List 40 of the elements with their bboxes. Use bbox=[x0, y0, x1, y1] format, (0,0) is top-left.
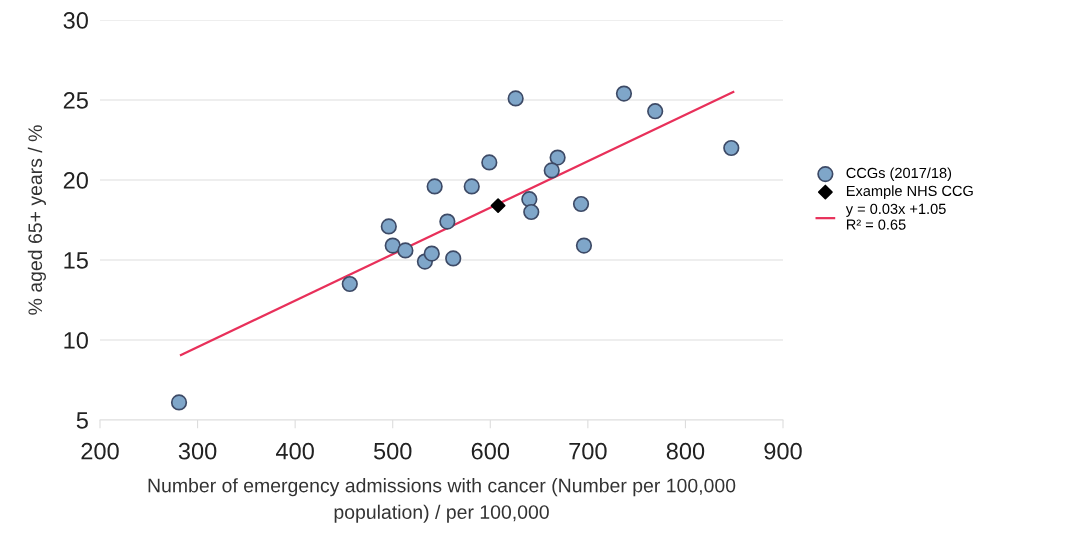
point bbox=[549, 149, 566, 166]
point bbox=[572, 195, 590, 213]
y-tick-label: 15 bbox=[64, 252, 88, 269]
y-tick-label: 10 bbox=[64, 332, 88, 349]
x-tick-label: 300 bbox=[178, 442, 217, 460]
x-tick-label: 500 bbox=[373, 442, 412, 460]
point bbox=[426, 178, 443, 195]
y-tick-label: 20 bbox=[63, 172, 88, 189]
point bbox=[507, 90, 524, 107]
point bbox=[423, 245, 440, 262]
point bbox=[575, 237, 593, 254]
point bbox=[481, 154, 498, 171]
point bbox=[523, 203, 540, 221]
legend-label: CCGs (2017/18) bbox=[846, 167, 952, 181]
x-axis-title: Number of emergency admissions with cancer (Number per 100,000 population) / per 100,000 bbox=[148, 478, 736, 523]
point bbox=[439, 213, 456, 230]
point bbox=[463, 178, 480, 195]
point bbox=[445, 250, 462, 267]
y-tick-label: 5 bbox=[76, 412, 88, 429]
legend-label: y = 0.03x +1.05 R² = 0.65 bbox=[845, 203, 946, 230]
point bbox=[397, 242, 414, 259]
legend-label: Example NHS CCG bbox=[846, 185, 973, 199]
point bbox=[723, 139, 740, 157]
x-tick-label: 900 bbox=[764, 442, 802, 460]
point bbox=[170, 394, 188, 411]
x-tick-label: 600 bbox=[471, 442, 510, 460]
y-axis-title: % aged 65+ years / % bbox=[27, 125, 46, 315]
x-tick-label: 200 bbox=[81, 442, 119, 460]
point bbox=[341, 275, 358, 293]
point bbox=[647, 103, 664, 120]
y-tick-label: 25 bbox=[63, 92, 88, 109]
point bbox=[380, 218, 397, 235]
y-tick-label: 30 bbox=[63, 12, 88, 29]
point bbox=[384, 237, 401, 254]
x-tick-label: 700 bbox=[569, 442, 607, 460]
point bbox=[543, 162, 560, 179]
point bbox=[490, 198, 506, 214]
x-tick-label: 800 bbox=[666, 442, 705, 460]
point bbox=[615, 85, 633, 102]
x-tick-label: 400 bbox=[275, 442, 314, 460]
